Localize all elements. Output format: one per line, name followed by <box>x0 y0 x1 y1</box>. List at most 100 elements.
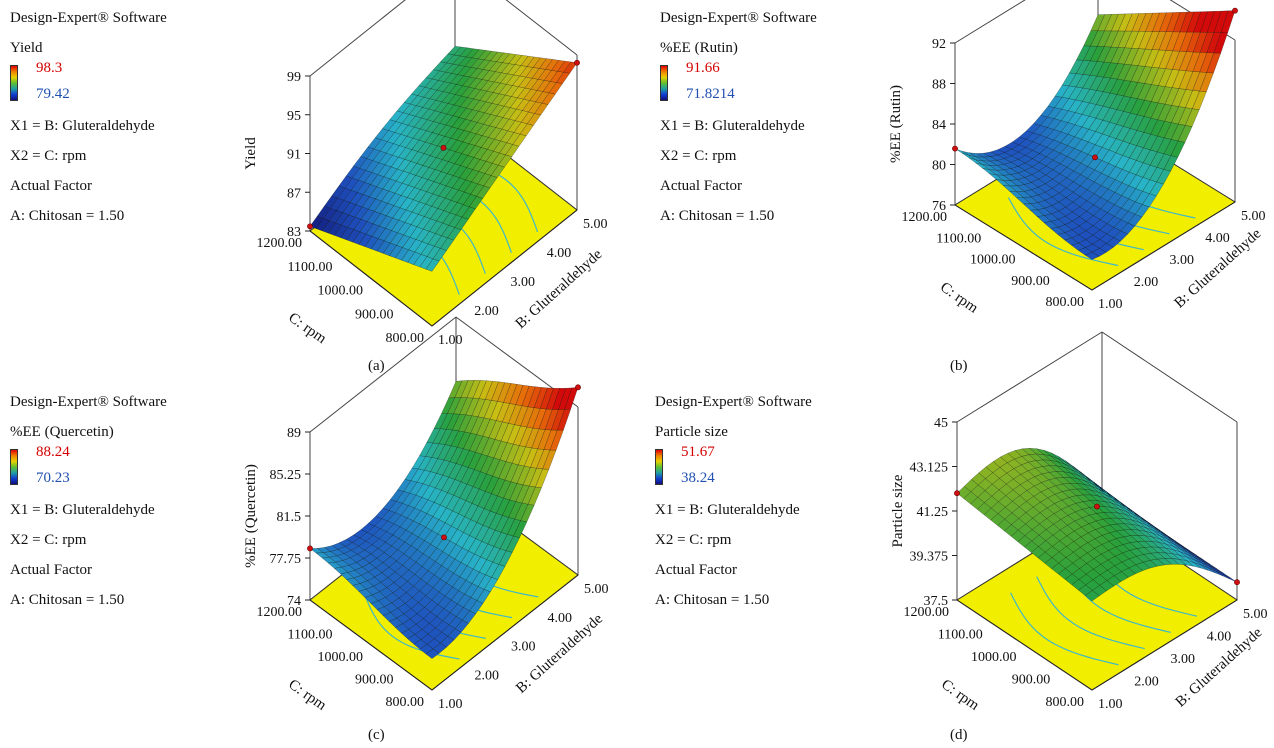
caption-b: (b) <box>950 358 968 374</box>
box-frame-line <box>505 0 578 56</box>
x1-label: X1 = B: Gluteraldehyde <box>655 502 800 518</box>
rpm-axis-label: C: rpm <box>285 677 329 714</box>
z-tick-label: 87 <box>287 186 301 201</box>
z-tick-label: 95 <box>287 109 301 124</box>
rpm-axis-line <box>309 599 433 691</box>
x2-label: X2 = C: rpm <box>655 532 732 548</box>
z-tick-label: 88 <box>932 78 946 93</box>
gluteraldehyde-tick-label: 4.00 <box>1207 630 1232 645</box>
software-label: Design-Expert® Software <box>10 10 167 26</box>
z-axis-label: Yield <box>243 137 259 170</box>
z-axis-label: %EE (Quercetin) <box>243 464 259 568</box>
surface-plot-c: 74 77.75 81.5 85.25 89 %EE (Quercetin) 1200.00… <box>243 316 609 714</box>
box-frame-line <box>1101 331 1238 423</box>
color-scale: 51.67 38.24 <box>655 444 812 495</box>
range-high: 91.66 <box>686 60 720 76</box>
z-tick-label: 74 <box>287 594 301 609</box>
gluteraldehyde-tick-label: 3.00 <box>1170 253 1195 268</box>
surface-plot-b: 76 80 84 88 92 %EE (Rutin) 1200.00 1100.00 1000.… <box>888 0 1266 317</box>
z-tick-label: 83 <box>287 225 301 240</box>
gluteraldehyde-axis-line <box>1091 599 1238 691</box>
legend-a: Design-Expert® Software Yield 98.3 79.42… <box>10 3 167 231</box>
range-low: 79.42 <box>36 86 70 102</box>
box-frame-line <box>954 0 1026 44</box>
gluteraldehyde-axis-line <box>431 209 578 327</box>
rpm-tick-label: 800.00 <box>386 695 425 710</box>
design-point <box>574 59 580 66</box>
contour-line <box>1036 576 1145 650</box>
actual-factor-value: A: Chitosan = 1.50 <box>660 208 775 224</box>
gluteraldehyde-tick-label: 1.00 <box>1098 697 1123 712</box>
gluteraldehyde-tick-label: 5.00 <box>1243 607 1268 622</box>
z-tick-label: 39.375 <box>910 550 949 565</box>
response-name: Particle size <box>655 424 728 440</box>
z-axis-label: %EE (Rutin) <box>888 85 904 163</box>
z-tick-label: 37.5 <box>924 594 949 609</box>
actual-factor-label: Actual Factor <box>10 562 93 578</box>
z-tick-label: 89 <box>287 426 301 441</box>
surface-plot-d: 37.5 39.375 41.25 43.125 45 Particle size 1200… <box>890 331 1268 714</box>
design-point <box>1232 7 1238 14</box>
z-tick-label: 85.25 <box>270 468 302 483</box>
z-tick-label: 76 <box>932 199 946 214</box>
box-frame-line <box>309 0 406 77</box>
x2-label: X2 = C: rpm <box>10 532 87 548</box>
color-gradient-bar <box>10 449 18 485</box>
color-scale: 88.24 70.23 <box>10 444 167 495</box>
design-point <box>575 384 581 391</box>
z-tick-label: 91 <box>287 148 301 163</box>
z-tick-label: 92 <box>932 37 946 52</box>
z-tick-label: 80 <box>932 159 946 174</box>
response-name: %EE (Quercetin) <box>10 424 114 440</box>
rpm-tick-label: 1100.00 <box>936 231 981 246</box>
rpm-tick-label: 1100.00 <box>938 628 983 643</box>
design-point <box>1234 579 1240 586</box>
gluteraldehyde-tick-label: 4.00 <box>548 611 573 626</box>
gluteraldehyde-axis-line <box>1091 201 1236 291</box>
rpm-axis-line <box>309 230 433 327</box>
range-low: 70.23 <box>36 470 70 486</box>
design-point <box>1092 154 1098 161</box>
response-surface-mesh <box>954 10 1236 260</box>
design-point <box>440 144 447 151</box>
design-point <box>952 145 958 152</box>
gluteraldehyde-tick-label: 4.00 <box>547 246 572 261</box>
z-tick-label: 41.25 <box>917 505 949 520</box>
color-scale: 91.66 71.8214 <box>660 60 817 111</box>
rpm-tick-label: 1000.00 <box>318 650 364 665</box>
x1-label: X1 = B: Gluteraldehyde <box>10 118 155 134</box>
rpm-tick-label: 1200.00 <box>904 605 950 620</box>
rpm-tick-label: 1100.00 <box>288 260 333 275</box>
actual-factor-label: Actual Factor <box>10 178 93 194</box>
rpm-tick-label: 900.00 <box>355 307 394 322</box>
range-high: 98.3 <box>36 60 63 76</box>
rpm-tick-label: 1200.00 <box>257 605 303 620</box>
x1-label: X1 = B: Gluteraldehyde <box>10 502 155 518</box>
rpm-tick-label: 900.00 <box>1012 673 1051 688</box>
color-scale: 98.3 79.42 <box>10 60 167 111</box>
gluteraldehyde-tick-label: 5.00 <box>583 217 608 232</box>
z-tick-label: 43.125 <box>910 461 949 476</box>
rpm-axis-label: C: rpm <box>285 310 329 347</box>
surface-cell <box>1215 570 1230 580</box>
actual-factor-value: A: Chitosan = 1.50 <box>10 592 125 608</box>
rpm-tick-label: 900.00 <box>1011 274 1050 289</box>
z-tick-label: 99 <box>287 70 301 85</box>
response-name: Yield <box>10 40 43 56</box>
actual-factor-label: Actual Factor <box>660 178 743 194</box>
design-point <box>441 534 447 541</box>
gluteraldehyde-tick-label: 2.00 <box>1134 675 1159 690</box>
z-tick-label: 77.75 <box>270 552 302 567</box>
gluteraldehyde-tick-label: 4.00 <box>1205 231 1230 246</box>
software-label: Design-Expert® Software <box>10 394 167 410</box>
z-tick-label: 45 <box>934 416 948 431</box>
rpm-axis-label: C: rpm <box>938 677 982 714</box>
rpm-tick-label: 800.00 <box>1046 695 1085 710</box>
gluteraldehyde-tick-label: 1.00 <box>438 333 463 348</box>
rpm-tick-label: 800.00 <box>386 331 425 346</box>
design-point <box>307 223 313 230</box>
software-label: Design-Expert® Software <box>660 10 817 26</box>
rpm-tick-label: 1000.00 <box>970 253 1016 268</box>
gluteraldehyde-tick-label: 5.00 <box>584 582 609 597</box>
software-label: Design-Expert® Software <box>655 394 812 410</box>
